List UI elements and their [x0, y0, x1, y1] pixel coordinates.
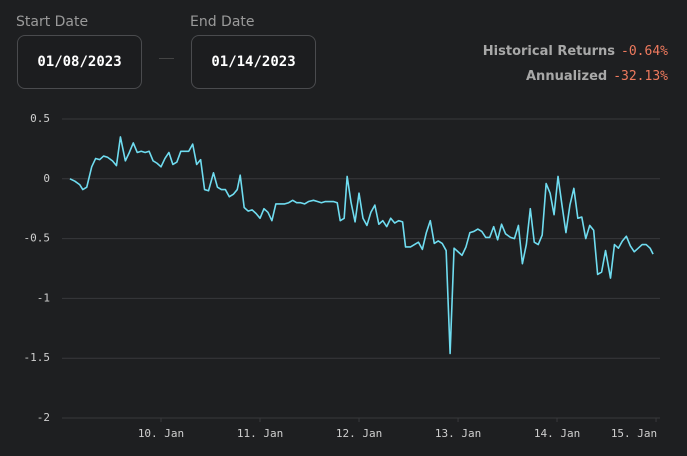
x-tick-label: 12. Jan: [336, 427, 382, 440]
y-tick-label: -1.5: [24, 351, 51, 364]
x-tick-label: 11. Jan: [237, 427, 283, 440]
stat-row: Annualized -32.13%: [526, 69, 668, 84]
y-tick-label: -2: [37, 411, 50, 424]
end-date-input[interactable]: 01/14/2023: [191, 35, 316, 89]
y-tick-label: -1: [37, 291, 50, 304]
stat-label: Annualized: [526, 69, 608, 84]
x-tick-label: 13. Jan: [435, 427, 481, 440]
stat-value: -32.13%: [613, 69, 668, 84]
y-tick-label: 0.5: [30, 112, 50, 125]
x-tick-label: 10. Jan: [138, 427, 184, 440]
stat-row: Historical Returns -0.64%: [483, 44, 668, 59]
end-label: End Date: [190, 14, 255, 30]
y-tick-label: 0: [43, 172, 50, 185]
x-tick-label: 15. Jan: [611, 427, 657, 440]
separator: [159, 58, 174, 59]
stat-label: Historical Returns: [482, 44, 616, 59]
stat-value: -0.64%: [621, 44, 668, 59]
start-label: Start Date: [16, 14, 89, 30]
y-tick-label: -0.5: [24, 232, 51, 245]
x-tick-label: 14. Jan: [534, 427, 580, 440]
start-date-input[interactable]: 01/08/2023: [17, 35, 142, 89]
line: [69, 136, 654, 355]
